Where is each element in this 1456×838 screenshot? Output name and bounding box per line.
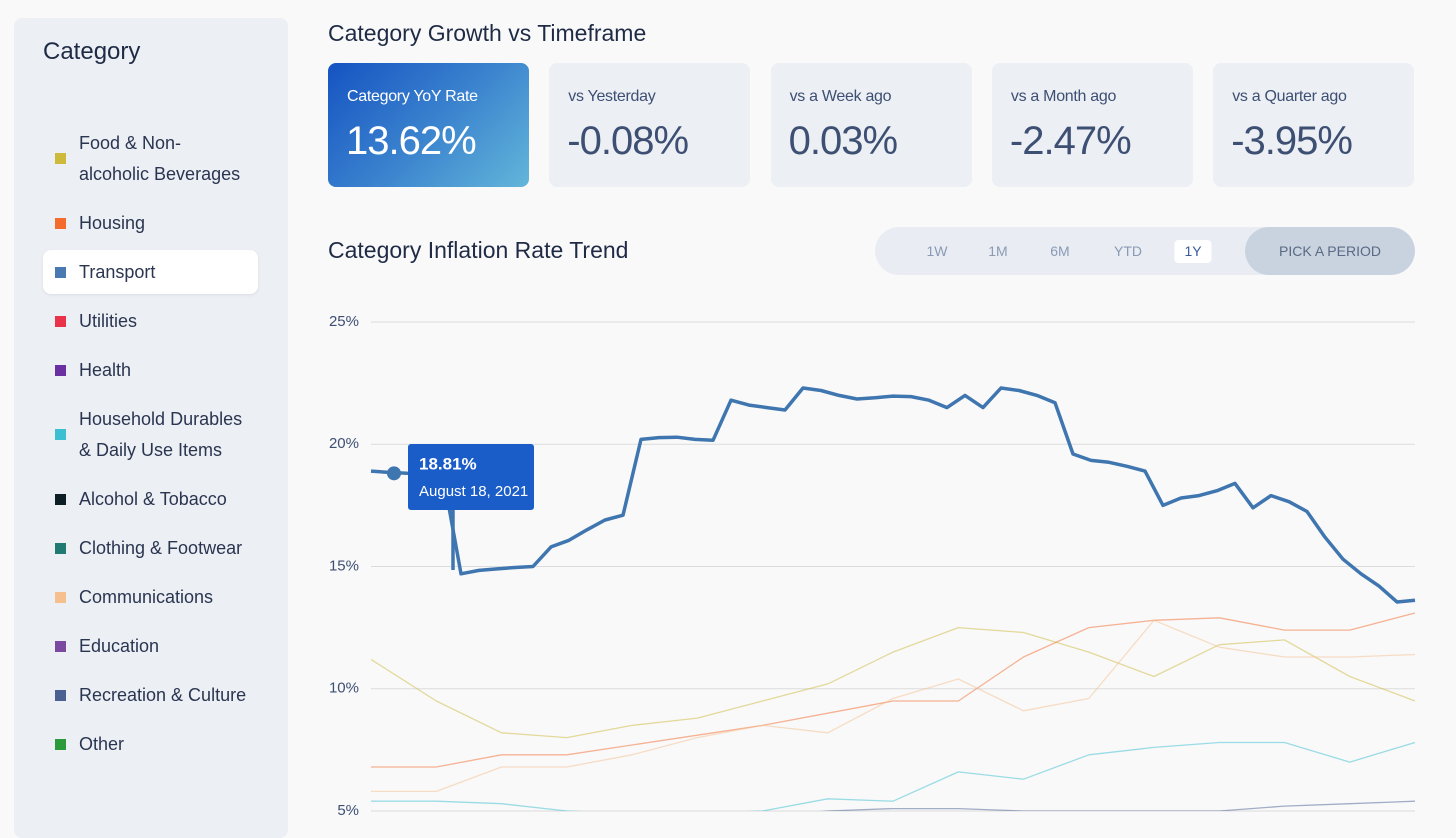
series-line	[371, 741, 1416, 811]
period-toggle: PICK A PERIOD 1W 1M 6M YTD 1Y	[875, 227, 1415, 275]
stat-card: vs a Week ago 0.03%	[770, 63, 972, 187]
tooltip-value: 18.81%	[419, 454, 477, 473]
period-button[interactable]: YTD	[1114, 243, 1142, 259]
category-name: Clothing & Footwear	[79, 537, 243, 558]
category-name: Food & Non-alcoholic Beverages	[79, 132, 241, 184]
category-name: Alcohol & Tobacco	[79, 488, 227, 509]
stat-card: vs a Quarter ago -3.95%	[1213, 63, 1415, 187]
category-swatch	[55, 429, 66, 440]
category-item[interactable]: Health	[43, 348, 258, 392]
period-button[interactable]: 1M	[988, 243, 1008, 259]
tooltip-box	[408, 444, 534, 510]
category-name: Housing	[79, 212, 146, 233]
sidebar-title: Category	[43, 38, 141, 65]
highlight-line	[370, 386, 1416, 604]
tooltip-point	[387, 466, 401, 481]
category-name: Transport	[79, 261, 156, 282]
category-swatch	[55, 266, 66, 278]
period-button[interactable]: 1W	[926, 243, 948, 259]
category-name: Communications	[79, 586, 214, 607]
category-swatch	[55, 315, 66, 327]
series-line	[370, 626, 1416, 739]
stat-label: vs a Quarter ago	[1232, 88, 1347, 105]
y-tick-label: 5%	[337, 802, 359, 815]
y-tick-label: 15%	[329, 557, 359, 574]
category-swatch	[55, 689, 66, 701]
category-swatch	[55, 217, 66, 229]
stat-card: Category YoY Rate 13.62%	[328, 63, 529, 187]
category-swatch	[55, 493, 66, 505]
category-item[interactable]: Household Durables & Daily Use Items	[43, 397, 258, 472]
stat-value: 13.62%	[346, 119, 477, 163]
stat-value: 0.03%	[788, 119, 898, 163]
category-name: Recreation & Culture	[79, 684, 247, 705]
category-name: Household Durables & Daily Use Items	[79, 408, 243, 460]
category-swatch	[55, 153, 66, 164]
category-name: Education	[79, 635, 160, 656]
series-line	[371, 612, 1416, 768]
plot	[370, 386, 1416, 811]
stat-value: -0.08%	[567, 119, 689, 163]
stat-label: vs a Week ago	[789, 88, 892, 105]
y-tick-label: 20%	[329, 435, 359, 452]
category-name: Utilities	[79, 310, 138, 331]
dashboard: Category Food & Non-alcoholic Beverages H…	[14, 18, 1416, 838]
chart: 5% 10% 15% 20% 25% 18.81% August 18, 2021	[329, 313, 1416, 815]
category-item[interactable]: Utilities	[43, 299, 258, 343]
tooltip-date: August 18, 2021	[419, 483, 528, 500]
category-item[interactable]: Education	[43, 624, 258, 668]
stat-label: Category YoY Rate	[347, 88, 478, 105]
category-item[interactable]: Communications	[43, 575, 258, 619]
category-swatch	[55, 591, 66, 603]
series-line	[371, 619, 1416, 793]
category-item[interactable]: Recreation & Culture	[43, 673, 258, 717]
trend-title: Category Inflation Rate Trend	[328, 237, 629, 263]
stat-card: vs a Month ago -2.47%	[991, 63, 1193, 187]
category-swatch	[55, 640, 66, 652]
category-item[interactable]: Alcohol & Tobacco	[43, 477, 258, 521]
page-title: Category Growth vs Timeframe	[328, 20, 647, 46]
category-name: Other	[79, 733, 125, 754]
stat-value: -3.95%	[1231, 119, 1353, 163]
sidebar: Category Food & Non-alcoholic Beverages H…	[14, 18, 288, 838]
pick-period[interactable]: PICK A PERIOD	[1245, 227, 1415, 275]
stat-label: vs Yesterday	[568, 88, 656, 105]
series-line	[819, 800, 1416, 811]
category-list: Food & Non-alcoholic Beverages Housing Tra…	[43, 116, 258, 771]
period-button[interactable]: 6M	[1050, 243, 1070, 259]
stat-label: vs a Month ago	[1010, 88, 1117, 105]
period-button[interactable]: 1Y	[1174, 240, 1212, 263]
category-swatch	[55, 542, 66, 554]
category-swatch	[55, 364, 66, 376]
category-name: Health	[79, 359, 132, 380]
category-swatch	[55, 738, 66, 750]
y-tick-label: 10%	[329, 680, 359, 697]
category-item[interactable]: Clothing & Footwear	[43, 526, 258, 570]
stat-value: -2.47%	[1009, 119, 1132, 163]
y-tick-label: 25%	[329, 313, 359, 330]
category-item[interactable]: Housing	[43, 201, 258, 245]
category-item[interactable]: Other	[43, 722, 258, 766]
category-item[interactable]: Food & Non-alcoholic Beverages	[43, 121, 258, 196]
stat-card: vs Yesterday -0.08%	[549, 63, 751, 187]
category-item[interactable]: Transport	[43, 250, 258, 294]
